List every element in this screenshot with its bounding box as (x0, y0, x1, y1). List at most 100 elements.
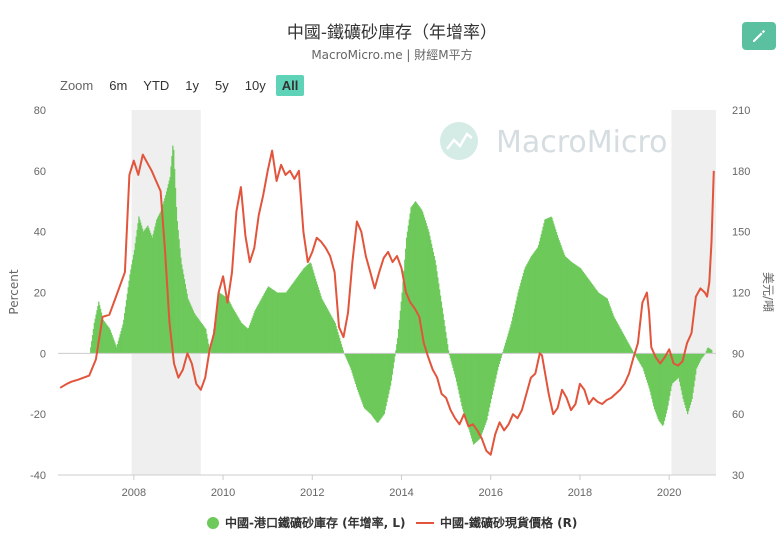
zoom-ytd-button[interactable]: YTD (143, 77, 170, 93)
bar-516[interactable] (549, 217, 551, 354)
bar-186[interactable] (255, 309, 257, 354)
bar-370[interactable] (419, 207, 421, 354)
bar-43[interactable] (127, 287, 129, 354)
bar-93[interactable] (172, 145, 174, 354)
bar-197[interactable] (264, 291, 267, 354)
bar-143[interactable] (216, 304, 219, 354)
bar-5[interactable] (93, 322, 95, 354)
bar-19[interactable] (106, 324, 108, 354)
bar-272[interactable] (331, 318, 334, 354)
bar-101[interactable] (179, 248, 181, 354)
bar-383[interactable] (430, 243, 433, 354)
bar-89[interactable] (168, 180, 170, 354)
bar-360[interactable] (410, 207, 412, 354)
bar-517[interactable] (550, 216, 552, 354)
bar-347[interactable] (398, 319, 401, 354)
bar-672[interactable] (688, 353, 691, 409)
bar-124[interactable] (199, 321, 202, 354)
bar-263[interactable] (323, 303, 326, 354)
bar-670[interactable] (687, 353, 689, 415)
bar-510[interactable] (544, 219, 546, 354)
bar-439[interactable] (480, 353, 483, 435)
bar-411[interactable] (455, 353, 458, 382)
bar-45[interactable] (129, 274, 131, 354)
bar-110[interactable] (187, 298, 189, 354)
zoom-10y-button[interactable]: 10y (244, 77, 266, 93)
bar-561[interactable] (589, 281, 592, 354)
bar-583[interactable] (609, 305, 611, 354)
bar-681[interactable] (696, 353, 699, 367)
bar-41[interactable] (125, 300, 128, 354)
bar-279[interactable] (338, 335, 340, 354)
bar-71[interactable] (152, 234, 154, 354)
bar-129[interactable] (204, 327, 206, 354)
bar-578[interactable] (604, 297, 607, 354)
bar-211[interactable] (277, 292, 279, 354)
bar-17[interactable] (104, 322, 106, 354)
bar-191[interactable] (259, 301, 261, 354)
bar-680[interactable] (695, 353, 698, 369)
bar-499[interactable] (534, 251, 536, 354)
bar-636[interactable] (656, 353, 658, 417)
bar-338[interactable] (390, 353, 393, 381)
bar-160[interactable] (231, 307, 234, 354)
bar-535[interactable] (566, 258, 568, 354)
bar-382[interactable] (430, 239, 432, 354)
bar-512[interactable] (546, 218, 548, 354)
bar-99[interactable] (177, 230, 179, 354)
bar-49[interactable] (132, 254, 135, 354)
bar-637[interactable] (657, 353, 659, 420)
bar-166[interactable] (237, 316, 239, 354)
bar-436[interactable] (478, 353, 480, 440)
bar-402[interactable] (447, 350, 450, 354)
bar-644[interactable] (663, 353, 666, 421)
bar-67[interactable] (149, 230, 151, 354)
bar-96[interactable] (174, 187, 177, 354)
bar-204[interactable] (271, 288, 273, 354)
bar-532[interactable] (563, 254, 566, 354)
bar-530[interactable] (562, 249, 564, 354)
bar-120[interactable] (196, 316, 198, 354)
bar-683[interactable] (698, 353, 700, 364)
bar-624[interactable] (645, 353, 648, 380)
bar-529[interactable] (561, 247, 563, 354)
bar-300[interactable] (356, 353, 359, 390)
bar-165[interactable] (236, 315, 238, 354)
bar-531[interactable] (562, 252, 565, 354)
bar-450[interactable] (490, 353, 493, 399)
bar-3[interactable] (91, 335, 94, 354)
bar-182[interactable] (251, 318, 253, 354)
bar-173[interactable] (243, 325, 245, 354)
bar-452[interactable] (492, 353, 494, 391)
bar-442[interactable] (483, 353, 485, 428)
bar-358[interactable] (408, 219, 410, 354)
bar-590[interactable] (615, 320, 617, 354)
bar-190[interactable] (258, 302, 261, 354)
bar-282[interactable] (340, 344, 343, 354)
bar-365[interactable] (414, 201, 417, 354)
bar-230[interactable] (294, 280, 296, 354)
bar-289[interactable] (347, 353, 349, 362)
bar-310[interactable] (365, 353, 368, 411)
bar-244[interactable] (306, 264, 309, 354)
bar-369[interactable] (418, 206, 420, 354)
bar-612[interactable] (635, 353, 637, 357)
bar-323[interactable] (377, 353, 379, 423)
bar-389[interactable] (436, 271, 438, 354)
bar-438[interactable] (480, 353, 482, 438)
bar-414[interactable] (458, 353, 460, 394)
bar-270[interactable] (330, 314, 332, 354)
bar-140[interactable] (214, 322, 216, 354)
bar-141[interactable] (215, 316, 217, 354)
bar-356[interactable] (406, 231, 409, 354)
bar-378[interactable] (426, 225, 428, 354)
bar-581[interactable] (607, 301, 609, 354)
bar-22[interactable] (108, 328, 111, 354)
bar-63[interactable] (145, 228, 147, 354)
bar-189[interactable] (257, 304, 260, 354)
bar-265[interactable] (325, 306, 327, 354)
bar-343[interactable] (395, 350, 397, 354)
bar-333[interactable] (386, 353, 388, 402)
bar-481[interactable] (518, 289, 520, 354)
bar-10[interactable] (98, 301, 100, 354)
